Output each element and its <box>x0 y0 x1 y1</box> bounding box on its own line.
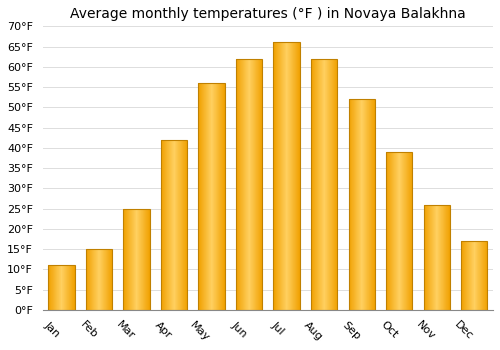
Bar <box>48 265 74 310</box>
Bar <box>198 83 224 310</box>
Bar <box>386 152 412 310</box>
Bar <box>161 140 187 310</box>
Bar <box>461 241 487 310</box>
Bar <box>424 204 450 310</box>
Title: Average monthly temperatures (°F ) in Novaya Balakhna: Average monthly temperatures (°F ) in No… <box>70 7 466 21</box>
Bar <box>274 42 300 310</box>
Bar <box>86 249 112 310</box>
Bar <box>236 59 262 310</box>
Bar <box>311 59 338 310</box>
Bar <box>124 209 150 310</box>
Bar <box>348 99 375 310</box>
